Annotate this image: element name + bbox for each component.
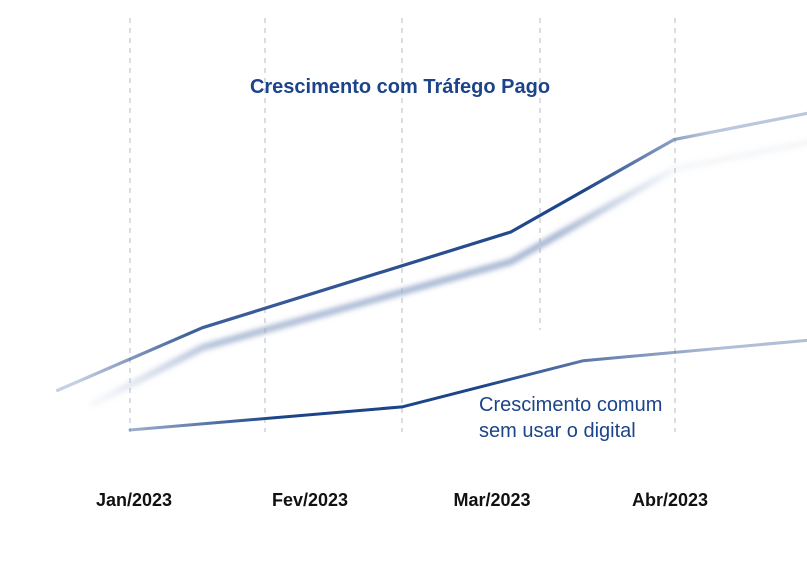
x-tick-label: Abr/2023 <box>632 490 708 510</box>
common-growth-annotation-line2: sem usar o digital <box>479 420 636 442</box>
series-line-1 <box>55 111 807 392</box>
x-tick-label: Fev/2023 <box>272 490 348 510</box>
x-axis-ticks: Jan/2023 Fev/2023 Mar/2023 Abr/2023 <box>96 490 708 510</box>
series-line-2 <box>90 139 807 407</box>
x-tick-label: Jan/2023 <box>96 490 172 510</box>
common-growth-annotation-line1: Crescimento comum <box>479 394 662 416</box>
series-line-3 <box>128 338 807 432</box>
series-lines <box>55 111 807 432</box>
x-tick-label: Mar/2023 <box>453 490 530 510</box>
grid-lines <box>129 18 676 432</box>
paid-traffic-annotation: Crescimento com Tráfego Pago <box>250 76 550 98</box>
